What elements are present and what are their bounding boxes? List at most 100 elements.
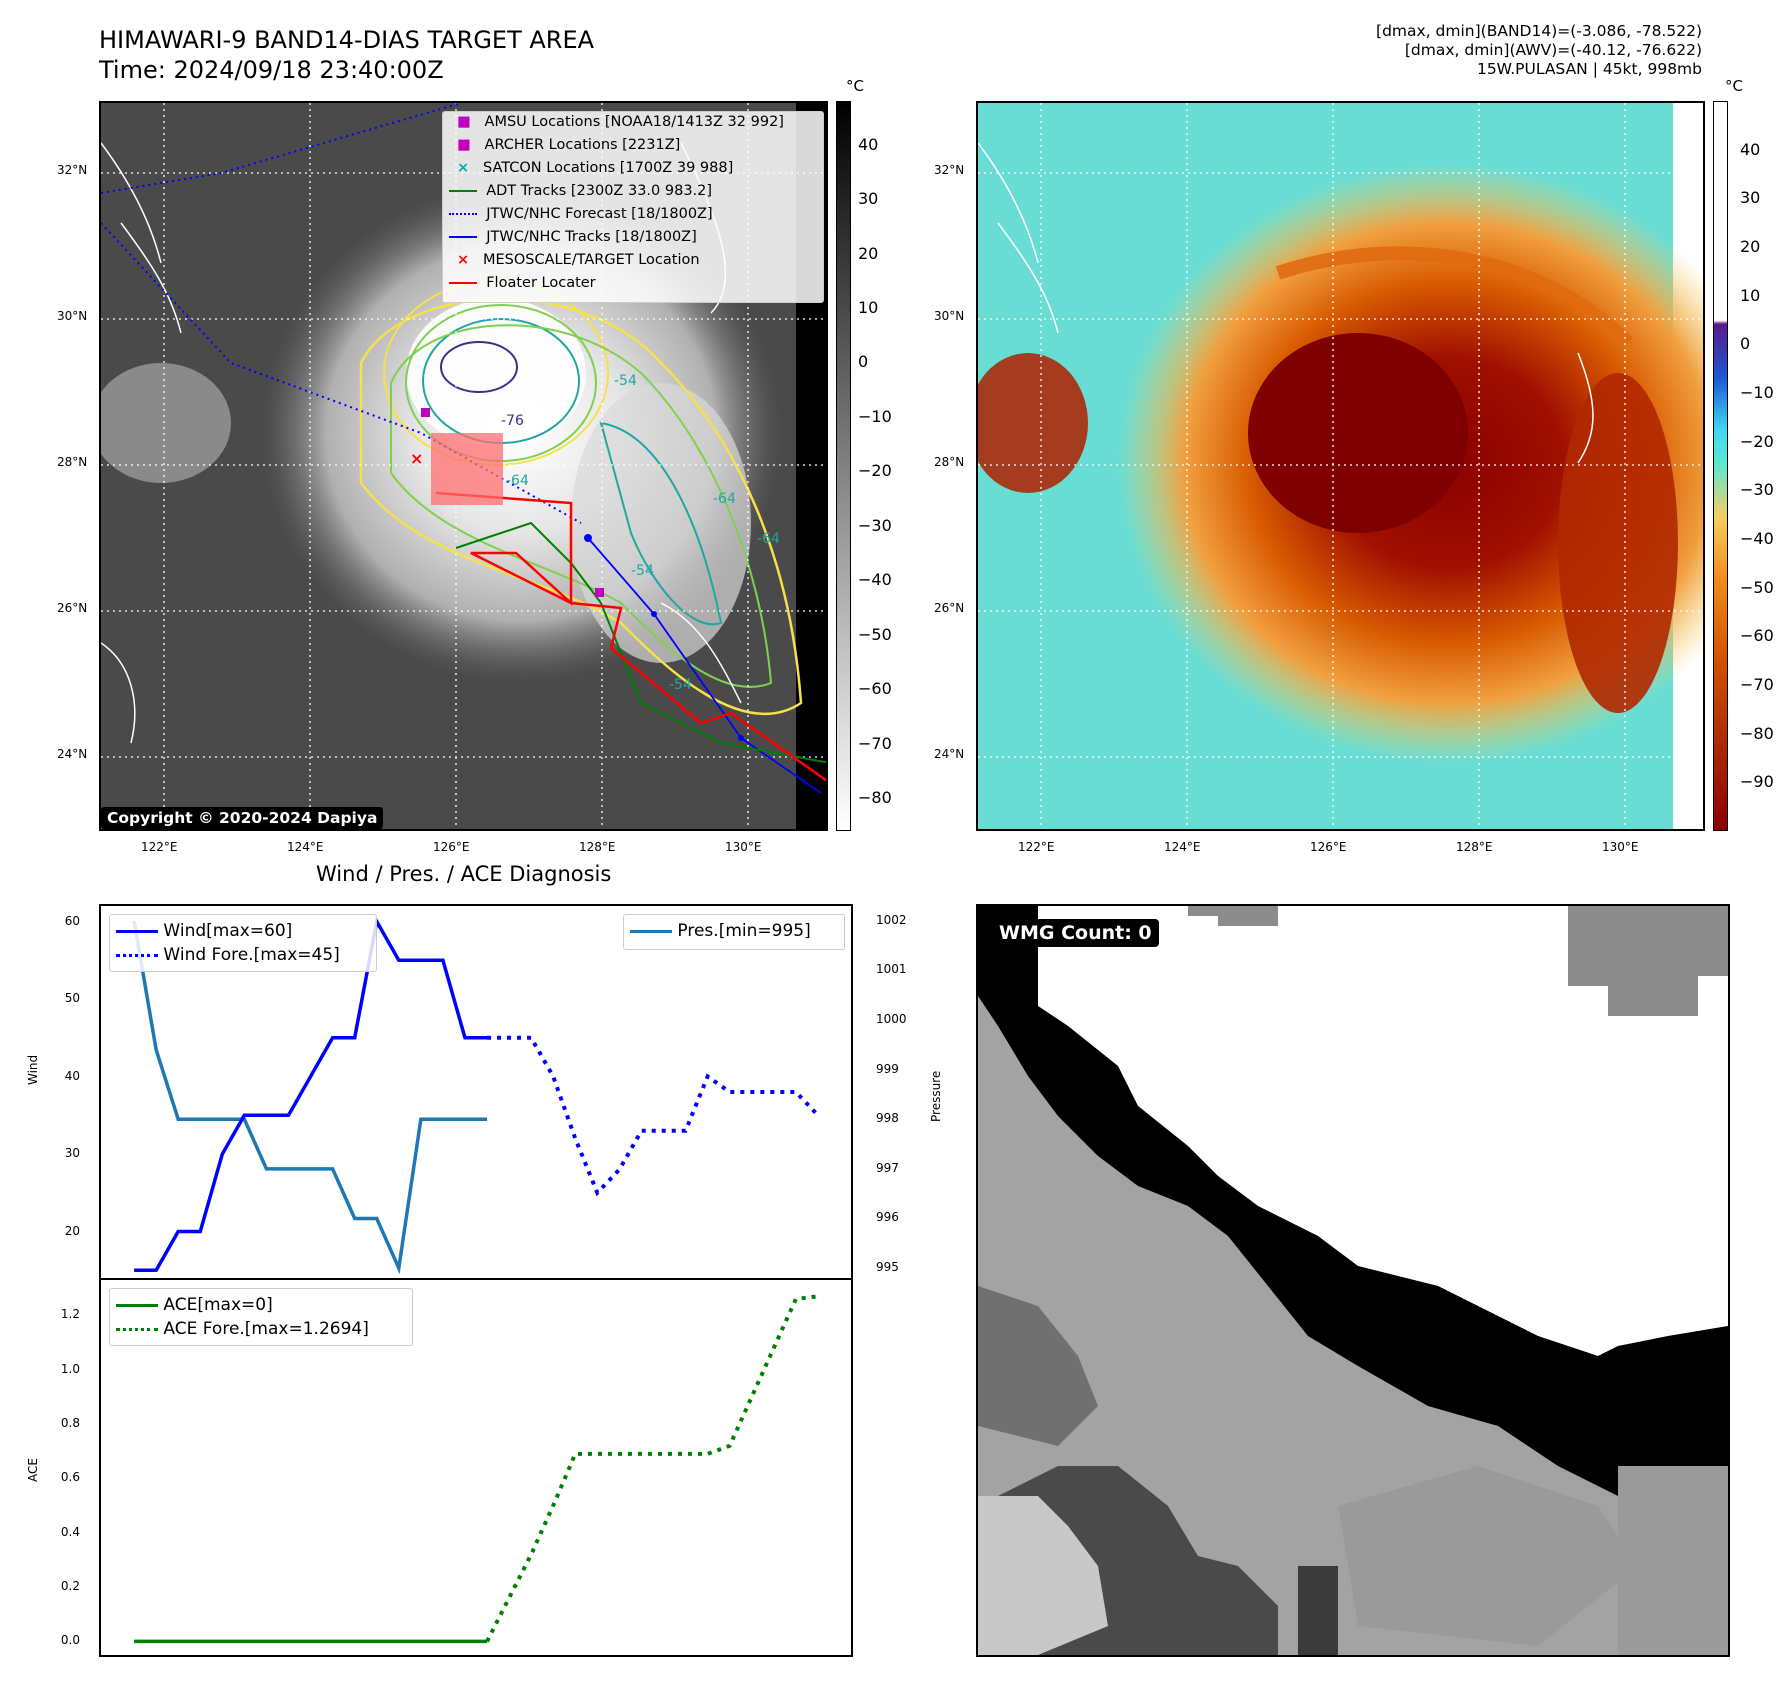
copyright-badge: Copyright © 2020-2024 Dapiya xyxy=(101,807,384,829)
pressure-tick-label: 996 xyxy=(876,1210,899,1225)
lon-label: 122°E xyxy=(141,840,178,854)
wind-tick-label: 60 xyxy=(64,913,80,928)
colorbar-tick-label: 10 xyxy=(858,298,879,317)
lat-label: 30°N xyxy=(57,309,88,323)
jtwc-best-track xyxy=(587,537,822,794)
lat-label: 32°N xyxy=(934,163,965,177)
colorbar-tick-label: −60 xyxy=(1740,626,1774,646)
lon-label: 130°E xyxy=(1602,840,1639,854)
ir-colorbar xyxy=(836,101,851,831)
target-box xyxy=(431,433,503,505)
info-storm: 15W.PULASAN | 45kt, 998mb xyxy=(1476,60,1702,78)
ace-forecast-line xyxy=(485,1294,819,1643)
pressure-tick-label: 997 xyxy=(876,1160,899,1175)
legend-item-target: × MESOSCALE/TARGET Location xyxy=(457,252,700,268)
lat-label: 26°N xyxy=(934,601,965,615)
contour-label: -54 xyxy=(669,677,692,693)
colorbar-tick-label: 40 xyxy=(1740,139,1761,159)
colorbar-tick-label: −30 xyxy=(858,515,892,535)
cold-region xyxy=(978,906,1728,1506)
contour-label: -54 xyxy=(614,373,637,389)
wind-line xyxy=(134,916,488,1272)
colorbar-tick-label: 30 xyxy=(1740,188,1761,208)
contour-label: -54 xyxy=(631,563,654,579)
contour-label: -64 xyxy=(506,473,529,489)
wmg-count-badge: WMG Count: 0 xyxy=(992,919,1159,947)
pressure-tick-label: 1001 xyxy=(876,962,907,977)
legend-item-adt: ADT Tracks [2300Z 33.0 983.2] xyxy=(449,183,712,199)
color-colorbar xyxy=(1713,101,1728,831)
lon-label: 126°E xyxy=(1310,840,1347,854)
pressure-tick-label: 995 xyxy=(876,1260,899,1275)
colorbar-tick-label: 0 xyxy=(858,352,869,372)
legend-ace-forecast: ACE Fore.[max=1.2694] xyxy=(116,1319,369,1339)
legend-ace: ACE[max=0] xyxy=(116,1295,273,1315)
pressure-tick-label: 999 xyxy=(876,1061,899,1076)
colorbar-tick-label: −40 xyxy=(858,570,892,590)
wind-tick-label: 40 xyxy=(64,1068,80,1083)
wind-forecast-line xyxy=(487,1035,820,1197)
diagnosis-title: Wind / Pres. / ACE Diagnosis xyxy=(316,862,612,886)
color-map-svg xyxy=(978,103,1703,829)
color-colorbar-unit: °C xyxy=(1725,77,1743,95)
ace-tick-label: 0.2 xyxy=(60,1579,80,1594)
colorbar-tick-label: −60 xyxy=(858,679,892,699)
colorbar-tick-label: 30 xyxy=(858,189,879,209)
figure-title: HIMAWARI-9 BAND14-DIAS TARGET AREA Time:… xyxy=(99,25,594,85)
pressure-tick-label: 998 xyxy=(876,1111,899,1126)
pressure-line xyxy=(132,920,488,1275)
lat-label: 26°N xyxy=(57,601,88,615)
lon-label: 126°E xyxy=(433,840,470,854)
wmg-svg xyxy=(978,906,1728,1655)
lon-label: 122°E xyxy=(1018,840,1055,854)
pressure-axis-label: Pressure xyxy=(929,1070,943,1122)
lat-label: 28°N xyxy=(934,455,965,469)
lon-label: 124°E xyxy=(287,840,324,854)
pressure-tick-label: 1002 xyxy=(876,912,907,927)
color-gridlines xyxy=(978,103,1703,829)
ace-tick-label: 1.0 xyxy=(60,1361,80,1376)
colorbar-tick-label: 20 xyxy=(1740,237,1761,256)
colorbar-tick-label: −10 xyxy=(1740,383,1774,402)
pressure-legend: Pres.[min=995] xyxy=(623,914,845,950)
wind-axis-label: Wind xyxy=(26,1054,40,1085)
colorbar-tick-label: 40 xyxy=(858,134,879,154)
ace-tick-label: 0.4 xyxy=(60,1524,80,1539)
colorbar-tick-label: −70 xyxy=(1740,675,1774,694)
colorbar-tick-label: 0 xyxy=(1740,334,1751,354)
contour-label: -64 xyxy=(757,531,780,547)
jtwc-forecast-track xyxy=(101,103,462,194)
ace-plot: ACE[max=0] ACE Fore.[max=1.2694] xyxy=(99,1278,853,1657)
lon-label: 130°E xyxy=(725,840,762,854)
ace-legend: ACE[max=0] ACE Fore.[max=1.2694] xyxy=(109,1288,413,1346)
time-line: Time: 2024/09/18 23:40:00Z xyxy=(99,56,444,84)
ace-svg xyxy=(134,1294,819,1644)
lon-label: 128°E xyxy=(579,840,616,854)
ace-axis-label: ACE xyxy=(26,1458,40,1482)
colorbar-tick-label: −10 xyxy=(858,406,892,426)
ace-tick-label: 0.6 xyxy=(60,1470,80,1485)
colorbar-tick-label: −20 xyxy=(1740,431,1774,451)
ace-tick-label: 1.2 xyxy=(60,1307,80,1322)
lat-label: 30°N xyxy=(934,309,965,323)
info-band14: [dmax, dmin](BAND14)=(-3.086, -78.522) xyxy=(1376,22,1702,40)
floater-track xyxy=(435,491,826,782)
archer-marker xyxy=(421,408,430,417)
ir-colorbar-unit: °C xyxy=(846,77,864,95)
title-line: HIMAWARI-9 BAND14-DIAS TARGET AREA xyxy=(99,26,595,54)
colorbar-tick-label: 20 xyxy=(858,243,879,263)
legend-wind: Wind[max=60] xyxy=(116,921,292,941)
wind-pressure-svg xyxy=(132,916,820,1275)
legend-item-archer: ■ ARCHER Locations [2231Z] xyxy=(457,137,681,153)
colorbar-tick-label: −70 xyxy=(858,733,892,753)
legend-wind-forecast: Wind Fore.[max=45] xyxy=(116,945,340,965)
wind-legend: Wind[max=60] Wind Fore.[max=45] xyxy=(109,914,377,972)
colorbar-tick-label: −20 xyxy=(858,461,892,481)
color-map xyxy=(976,101,1705,831)
info-awv: [dmax, dmin](AWV)=(-40.12, -76.622) xyxy=(1404,41,1702,59)
legend-item-amsu: ■ AMSU Locations [NOAA18/1413Z 32 992] xyxy=(457,114,784,130)
map-legend: ■ AMSU Locations [NOAA18/1413Z 32 992] ■… xyxy=(442,111,824,303)
adt-track xyxy=(455,521,826,764)
amsu-marker xyxy=(595,588,604,597)
lat-label: 24°N xyxy=(934,747,965,761)
